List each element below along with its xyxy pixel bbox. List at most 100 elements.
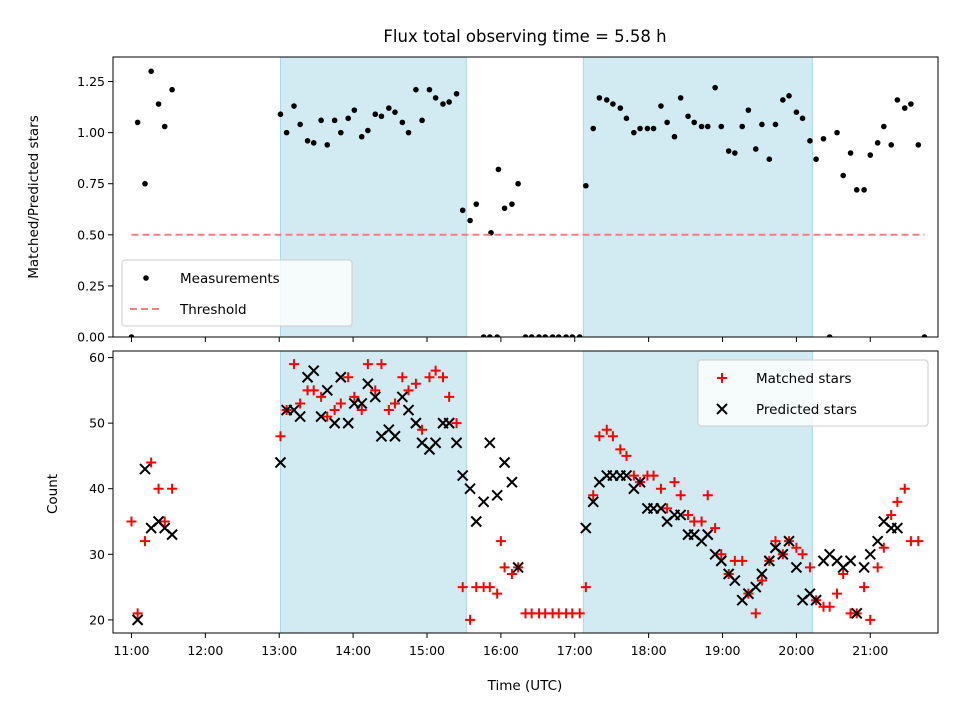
data-point: [908, 101, 914, 107]
data-point: [430, 365, 441, 376]
y-tick-label: 0.75: [77, 176, 105, 191]
data-point: [429, 437, 442, 449]
data-point: [888, 142, 895, 148]
data-point: [628, 470, 639, 481]
data-point: [321, 384, 333, 397]
data-point: [512, 561, 524, 574]
data-point: [793, 109, 800, 115]
data-point: [459, 207, 466, 214]
legend-label: Threshold: [179, 302, 247, 318]
data-point: [146, 457, 157, 468]
data-point: [440, 101, 446, 107]
plot-area: [128, 57, 928, 337]
data-point: [750, 581, 762, 593]
data-point: [772, 121, 779, 128]
data-point: [131, 614, 144, 626]
data-point: [495, 166, 502, 173]
data-point: [451, 418, 462, 429]
data-point: [132, 608, 143, 619]
x-tick-label: 21:00: [852, 643, 888, 658]
data-point: [392, 109, 398, 115]
data-point: [702, 528, 714, 541]
data-point: [851, 607, 863, 620]
data-point: [376, 359, 387, 370]
data-point: [580, 582, 591, 593]
data-point: [499, 562, 510, 573]
data-point: [650, 125, 657, 132]
data-point: [128, 334, 135, 337]
data-point: [658, 103, 664, 109]
data-point: [702, 490, 713, 501]
plot-area: [126, 351, 924, 633]
data-point: [291, 103, 297, 109]
data-point: [345, 115, 351, 122]
shaded-interval: [582, 57, 813, 337]
data-point: [590, 125, 597, 132]
data-point: [739, 123, 746, 130]
data-point: [603, 97, 610, 103]
data-point: [655, 502, 667, 515]
y-tick-label: 1.25: [77, 74, 105, 89]
data-point: [405, 129, 412, 136]
data-point: [729, 574, 741, 587]
data-point: [871, 535, 884, 547]
data-point: [617, 105, 624, 111]
data-point: [396, 391, 409, 403]
data-point: [834, 129, 840, 136]
data-point: [549, 334, 556, 337]
data-point: [804, 562, 815, 573]
data-point: [813, 156, 819, 162]
data-point: [601, 424, 612, 435]
data-point: [295, 398, 306, 409]
data-point: [891, 522, 904, 534]
data-point: [316, 391, 327, 402]
data-point: [696, 516, 707, 527]
data-point: [555, 334, 562, 337]
data-point: [662, 503, 673, 514]
data-point: [446, 99, 452, 105]
data-point: [777, 548, 789, 561]
data-point: [607, 431, 618, 442]
data-point: [389, 398, 400, 409]
data-point: [623, 115, 630, 122]
data-point: [865, 614, 876, 625]
data-point: [791, 542, 802, 553]
data-point: [574, 608, 585, 619]
data-point: [648, 470, 659, 481]
data-point: [372, 111, 379, 118]
data-point: [277, 111, 284, 118]
data-point: [840, 172, 846, 179]
data-point: [304, 137, 311, 144]
data-point: [161, 123, 168, 130]
data-point: [766, 156, 773, 162]
series-matched-stars: [126, 359, 924, 625]
data-point: [759, 121, 765, 128]
data-point: [308, 385, 319, 396]
data-point: [329, 405, 340, 416]
data-point: [756, 575, 767, 586]
data-point: [844, 555, 857, 567]
data-point: [631, 129, 637, 136]
y-tick-label: 0.25: [77, 278, 105, 293]
data-point: [576, 334, 583, 337]
data-point: [506, 476, 518, 488]
data-point: [443, 417, 455, 429]
legend-label: Predicted stars: [756, 402, 857, 418]
data-point: [337, 129, 344, 136]
data-point: [399, 119, 406, 126]
data-point: [594, 431, 605, 442]
x-tick-label: 16:00: [483, 643, 519, 658]
data-point: [685, 113, 691, 120]
data-point: [403, 385, 414, 396]
data-point: [637, 125, 643, 132]
data-point: [615, 444, 626, 455]
data-point: [710, 523, 721, 534]
data-point: [826, 334, 833, 337]
data-point: [892, 496, 903, 507]
data-point: [861, 187, 867, 193]
data-point: [169, 86, 175, 93]
top-panel-ratio: 0.00 0.25 0.50 0.75 1.00 1.25 Measurements Thre…: [77, 56, 939, 345]
data-point: [457, 582, 468, 593]
data-point: [674, 509, 687, 521]
legend-marker: [143, 275, 149, 281]
